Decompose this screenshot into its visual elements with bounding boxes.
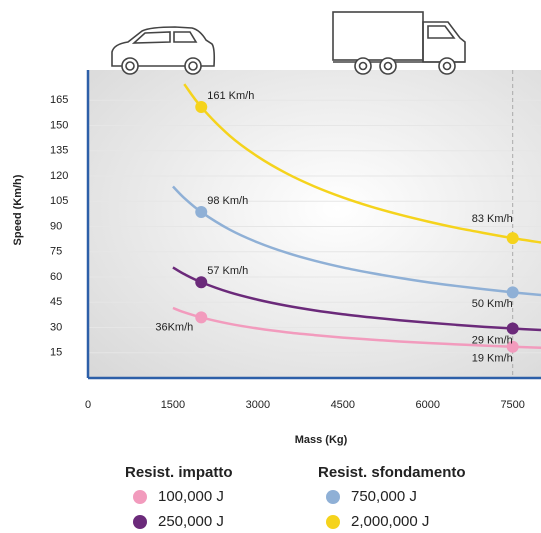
data-point bbox=[506, 322, 519, 335]
data-label: 161 Km/h bbox=[207, 90, 254, 102]
legend-label: 250,000 J bbox=[158, 513, 224, 530]
series-line bbox=[172, 185, 541, 297]
data-label: 83 Km/h bbox=[472, 213, 513, 225]
data-point bbox=[506, 286, 519, 299]
y-tick-label: 165 bbox=[50, 94, 68, 106]
y-tick-label: 30 bbox=[50, 321, 62, 333]
legend-title: Resist. sfondamento bbox=[318, 464, 466, 481]
data-point bbox=[195, 311, 208, 324]
data-label: 50 Km/h bbox=[472, 298, 513, 310]
y-tick-label: 105 bbox=[50, 195, 68, 207]
car-icon bbox=[111, 26, 216, 75]
x-axis-label: Mass (Kg) bbox=[295, 434, 348, 446]
y-tick-label: 75 bbox=[50, 246, 62, 258]
series-line bbox=[172, 306, 541, 349]
y-tick-label: 45 bbox=[50, 296, 62, 308]
x-tick-label: 1500 bbox=[161, 399, 185, 411]
data-point bbox=[195, 206, 208, 219]
x-tick-label: 3000 bbox=[246, 399, 270, 411]
x-tick-label: 4500 bbox=[331, 399, 355, 411]
data-label: 36Km/h bbox=[155, 321, 193, 333]
data-label: 57 Km/h bbox=[207, 265, 248, 277]
y-axis-label: Speed (Km/h) bbox=[12, 174, 24, 245]
data-label: 98 Km/h bbox=[207, 195, 248, 207]
y-tick-label: 60 bbox=[50, 271, 62, 283]
x-tick-label: 7500 bbox=[500, 399, 524, 411]
truck-icon bbox=[332, 11, 466, 75]
series-line bbox=[172, 266, 541, 332]
legend-marker bbox=[326, 515, 340, 529]
data-point bbox=[195, 276, 208, 289]
legend-marker bbox=[133, 515, 147, 529]
data-point bbox=[506, 340, 519, 353]
legend-label: 750,000 J bbox=[351, 488, 417, 505]
series-line bbox=[183, 83, 541, 244]
y-tick-label: 150 bbox=[50, 119, 68, 131]
data-label: 19 Km/h bbox=[472, 353, 513, 365]
data-label: 29 Km/h bbox=[472, 334, 513, 346]
x-tick-label: 0 bbox=[85, 399, 91, 411]
y-tick-label: 135 bbox=[50, 145, 68, 157]
y-tick-label: 90 bbox=[50, 220, 62, 232]
data-point bbox=[506, 232, 519, 245]
legend-marker bbox=[326, 490, 340, 504]
legend-marker bbox=[133, 490, 147, 504]
y-tick-label: 15 bbox=[50, 347, 62, 359]
y-tick-label: 120 bbox=[50, 170, 68, 182]
legend-label: 2,000,000 J bbox=[351, 513, 429, 530]
x-tick-label: 6000 bbox=[416, 399, 440, 411]
legend-label: 100,000 J bbox=[158, 488, 224, 505]
legend-title: Resist. impatto bbox=[125, 464, 233, 481]
data-point bbox=[195, 101, 208, 114]
